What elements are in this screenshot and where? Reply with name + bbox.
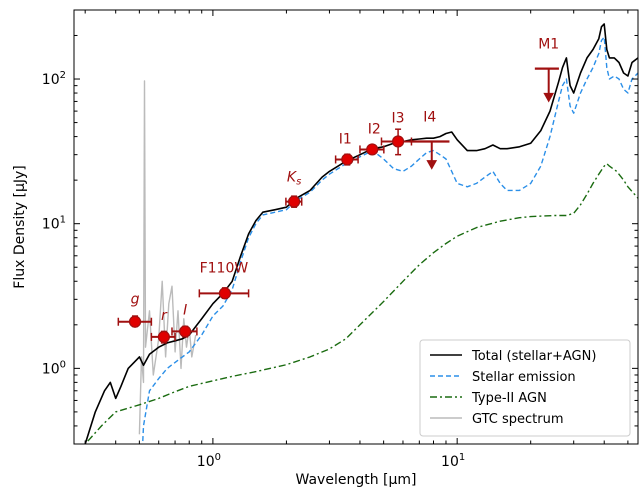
legend-label-total: Total (stellar+AGN) (471, 349, 596, 364)
band-label-m1: M1 (538, 37, 559, 53)
legend-label-agn: Type-II AGN (471, 391, 547, 406)
photometry-point-i (179, 325, 192, 338)
y-tick-label: 100 (42, 359, 66, 377)
y-tick-label: 101 (42, 215, 66, 233)
band-label-i4: I4 (423, 109, 436, 125)
band-label-i: I (183, 302, 187, 318)
band-label-g: g (131, 292, 140, 308)
x-tick-label: 100 (197, 452, 221, 470)
y-tick-label: 102 (42, 70, 66, 88)
x-tick-label: 101 (441, 452, 465, 470)
photometry-point-f110w (218, 287, 232, 300)
legend-label-gtc: GTC spectrum (472, 412, 564, 427)
ticks-layer: 100 101 100 101 102 (42, 9, 638, 470)
photometry-point-ks (287, 195, 301, 208)
photometry-layer: g r I F110W Ks I1 I2 I3 I4 M1 (117, 37, 559, 344)
legend: Total (stellar+AGN) Stellar emission Typ… (419, 339, 631, 437)
band-label-f110w: F110W (200, 260, 249, 276)
y-axis-label: Flux Density [μJy] (12, 165, 28, 288)
legend-frame (419, 339, 631, 437)
upper-limit-arrow-i4 (426, 160, 438, 170)
band-label-i2: I2 (368, 121, 381, 137)
series-line-gtc-spectrum (138, 80, 197, 435)
band-label-i1: I1 (339, 131, 352, 147)
band-label-r: r (161, 308, 168, 324)
photometry-point-i3 (391, 135, 405, 148)
band-label-ks: Ks (287, 170, 301, 188)
legend-label-stellar: Stellar emission (472, 370, 576, 385)
photometry-point-g (128, 315, 142, 328)
series-line-type-ii-agn (84, 163, 638, 444)
photometry-point-i1 (341, 153, 354, 166)
x-axis-label: Wavelength [μm] (296, 472, 417, 488)
photometry-point-r (157, 330, 170, 343)
upper-limit-arrow-m1 (543, 92, 555, 103)
plot-frame (73, 9, 639, 445)
series-line-stellar-emission (141, 36, 638, 444)
band-label-i3: I3 (392, 110, 405, 126)
photometry-point-i2 (366, 143, 379, 156)
